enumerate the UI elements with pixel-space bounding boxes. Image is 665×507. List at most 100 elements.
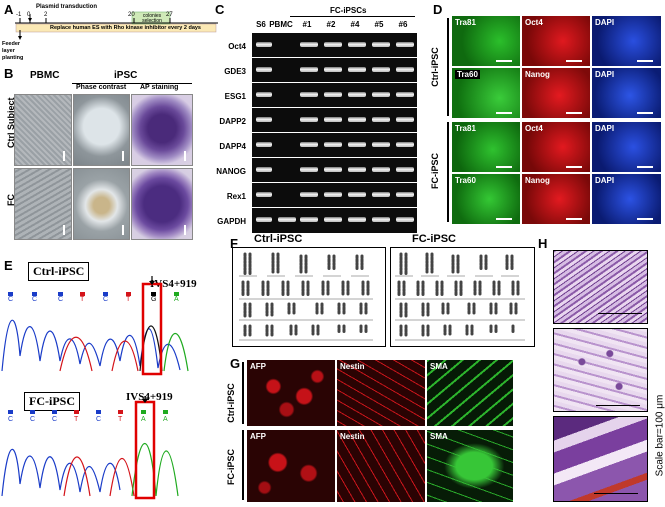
panel-d-row-fc: FC-iPSC	[430, 146, 440, 196]
teratoma-image-2	[553, 328, 648, 412]
gel-band	[256, 217, 272, 222]
timeline-replace: Replace human ES with Rho kinase inhibit…	[50, 25, 201, 31]
scale-bar	[122, 151, 124, 161]
gel-band	[396, 192, 414, 197]
scale-bar	[637, 60, 653, 62]
if-label: DAPI	[595, 70, 614, 79]
gel-lane-1: #1	[297, 20, 317, 29]
diff-label: SMA	[430, 362, 448, 371]
gel-band	[396, 117, 414, 122]
gel-band	[324, 142, 342, 147]
gel-band	[372, 117, 390, 122]
diff-label: AFP	[250, 362, 266, 371]
gel-gene-esg1: ESG1	[208, 92, 246, 101]
timeline-colonies: colonies selection	[135, 14, 169, 24]
if-label: Oct4	[525, 124, 543, 133]
scale-bar	[63, 225, 65, 235]
gel-band	[348, 167, 366, 172]
panel-g-bracket-fc	[242, 430, 244, 500]
gel-gene-rex1: Rex1	[208, 192, 246, 201]
gel-divider	[252, 107, 417, 108]
chromatogram-fc	[0, 396, 200, 502]
gel-gene-gapdh: GAPDH	[208, 217, 246, 226]
chromatogram-ctrl-svg	[0, 276, 200, 376]
gel-band	[348, 92, 366, 97]
diff-label: AFP	[250, 432, 266, 441]
gel-band	[372, 192, 390, 197]
gel-band	[348, 117, 366, 122]
panel-b-header-ap: AP staining	[140, 84, 178, 91]
pbmc-ctrl-image	[14, 94, 72, 166]
scale-bar	[637, 218, 653, 220]
gel-band	[372, 42, 390, 47]
gel-lane-5: #5	[369, 20, 389, 29]
gel-band	[256, 117, 272, 122]
panel-b-header-ipsc: iPSC	[114, 70, 137, 81]
if-label: DAPI	[595, 124, 614, 133]
panel-h-label: H	[538, 236, 547, 251]
panel-b-label: B	[4, 66, 13, 81]
scale-bar	[496, 218, 512, 220]
ap-fc-image	[131, 168, 193, 240]
karyotype-ctrl-box	[232, 247, 386, 347]
gel-band	[348, 142, 366, 147]
gel-band	[324, 67, 342, 72]
teratoma-scale-text: Scale bar=100 μm	[655, 376, 665, 496]
scale-bar	[596, 405, 640, 406]
gel-band	[396, 217, 414, 222]
gel-band	[348, 42, 366, 47]
gel-group-line	[290, 16, 415, 17]
gel-band	[256, 192, 272, 197]
scale-bar	[594, 493, 638, 494]
panel-g-row-ctrl: Ctrl-iPSC	[226, 378, 236, 428]
gel-band	[300, 167, 318, 172]
panel-d-label: D	[433, 2, 442, 17]
panel-g-bracket-ctrl	[242, 362, 244, 424]
gel-band	[300, 217, 318, 222]
gel-lane-pbmc: PBMC	[268, 20, 294, 29]
scale-bar	[122, 225, 124, 235]
gel-band	[256, 167, 272, 172]
panel-g-label: G	[230, 356, 240, 371]
karyotype-fc-svg	[391, 248, 534, 346]
gel-band	[278, 217, 296, 222]
gel-band	[324, 42, 342, 47]
phase-ctrl-image	[73, 94, 130, 166]
gel-divider	[252, 132, 417, 133]
scale-bar	[566, 166, 582, 168]
if-label: Nanog	[525, 70, 550, 79]
panel-c-label: C	[215, 2, 224, 17]
timeline-plasmid: Plasmid transduction	[36, 4, 97, 10]
gel-band	[372, 217, 390, 222]
gel-lane-6: #6	[393, 20, 413, 29]
gel-divider	[252, 82, 417, 83]
karyotype-ctrl-title: Ctrl-iPSC	[254, 233, 302, 245]
diff-label: SMA	[430, 432, 448, 441]
timeline-day-2: 2	[44, 12, 47, 18]
gel-band	[256, 142, 272, 147]
if-label: DAPI	[595, 176, 614, 185]
chromatogram-ctrl	[0, 276, 200, 376]
gel-band	[348, 217, 366, 222]
diff-label: Nestin	[340, 432, 364, 441]
gel-band	[300, 142, 318, 147]
timeline-day-0: 0	[27, 12, 30, 18]
if-label: Tra60	[455, 176, 476, 185]
panel-b-header-pbmc: PBMC	[30, 70, 59, 81]
karyotype-ctrl-svg	[233, 248, 385, 346]
if-label: Oct4	[525, 18, 543, 27]
gel-band	[396, 42, 414, 47]
karyotype-fc-box	[390, 247, 535, 347]
if-label: DAPI	[595, 18, 614, 27]
if-label: Tra81	[455, 124, 476, 133]
ap-ctrl-image	[131, 94, 193, 166]
gel-band	[372, 167, 390, 172]
gel-divider	[252, 207, 417, 208]
timeline-feeder: Feeder layer planting	[2, 41, 32, 62]
panel-d-bracket-ctrl	[447, 18, 449, 116]
if-label: Nanog	[525, 176, 550, 185]
gel-divider	[252, 182, 417, 183]
panel-g-row-fc: FC-iPSC	[226, 442, 236, 492]
gel-gene-gde3: GDE3	[208, 67, 246, 76]
gel-band	[396, 92, 414, 97]
